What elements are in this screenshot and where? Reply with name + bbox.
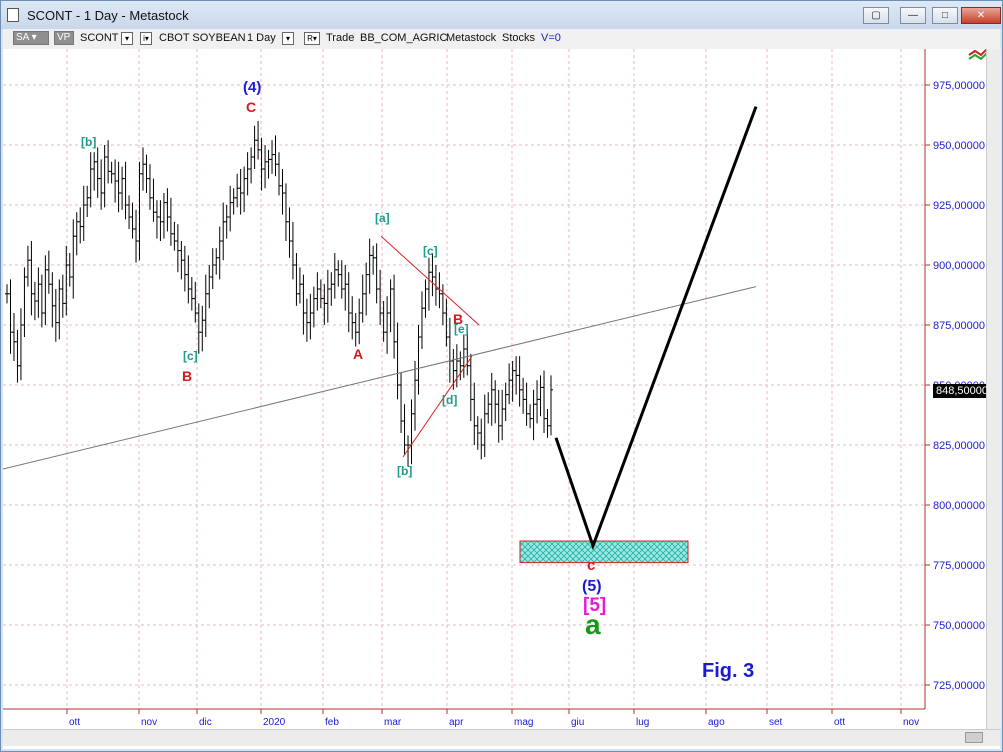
projection-path	[554, 106, 758, 551]
refresh-icon[interactable]: R▾	[304, 32, 320, 45]
figure-annotation: Fig. 3	[702, 660, 755, 682]
wave-label-c-red: c	[587, 557, 596, 574]
trend-icon-green	[968, 52, 986, 61]
target-zone	[519, 540, 689, 564]
x-tick-label: apr	[449, 717, 464, 728]
x-tick-label: set	[769, 717, 783, 728]
last-price-tag: 848,50000	[933, 384, 991, 398]
app-label: Metastock	[446, 32, 497, 44]
wave-label-b-red-2: B	[453, 311, 464, 327]
trade-label[interactable]: Trade	[326, 32, 355, 44]
type-label: Stocks	[502, 32, 536, 44]
x-tick-label: mag	[514, 717, 533, 728]
y-tick-label: 975,00000	[933, 80, 985, 92]
symbol-label: SCONT	[80, 32, 119, 44]
maximize-button[interactable]: □	[932, 7, 958, 24]
wave-label-b-small: [b]	[81, 135, 97, 149]
wave-label-e-small: [e]	[454, 322, 469, 336]
x-tick-label: dic	[199, 717, 212, 728]
title-bar[interactable]: SCONT - 1 Day - Metastock ▢ — □ ✕	[1, 1, 1002, 29]
wave-label-d-small: [d]	[442, 393, 458, 407]
wave-label-b-small-2: [b]	[397, 464, 413, 478]
sa-label: SA	[16, 32, 29, 43]
period-label: 1 Day	[247, 32, 276, 44]
minimize-button[interactable]: —	[900, 7, 926, 24]
x-tick-label: mar	[384, 717, 402, 728]
chart-toolbar: SA ▾ VP SCONT ▾ i▾ CBOT SOYBEAN 1 Day ▾ …	[3, 29, 1000, 49]
y-tick-label: 800,00000	[933, 500, 985, 512]
x-tick-label: nov	[141, 717, 157, 728]
volume-label: V=0	[541, 32, 561, 44]
y-tick-label: 875,00000	[933, 320, 985, 332]
x-tick-label: ott	[69, 717, 80, 728]
period-dropdown-icon[interactable]: ▾	[282, 32, 294, 45]
triangle-lower-line	[402, 355, 473, 458]
triangle-upper-line	[380, 235, 480, 326]
chart-area[interactable]: ott nov dic 2020 feb mar apr mag giu lug ago set ott…	[3, 49, 1001, 749]
close-button[interactable]: ✕	[961, 7, 1001, 24]
y-tick-label: 825,00000	[933, 440, 985, 452]
y-tick-label: 725,00000	[933, 680, 985, 692]
wave-label-c-small-2: [c]	[423, 244, 438, 258]
wave-label-c-top: C	[246, 99, 257, 115]
wave-label-b-red: B	[182, 368, 193, 384]
x-tick-label: giu	[571, 717, 584, 728]
trend-icon	[968, 49, 986, 57]
x-tick-label: ago	[708, 717, 725, 728]
wave-label-a-red: A	[353, 346, 364, 362]
sa-dropdown[interactable]: SA ▾	[13, 31, 49, 45]
scroll-thumb[interactable]	[965, 732, 983, 743]
price-chart[interactable]: ott nov dic 2020 feb mar apr mag giu lug ago set ott…	[3, 49, 986, 729]
wave-label-a-small: [a]	[375, 211, 390, 225]
y-tick-label: 950,00000	[933, 140, 985, 152]
wave-label-5-bracket: [5]	[583, 595, 607, 616]
vertical-scrollbar[interactable]	[986, 49, 1001, 729]
symbol-dropdown-icon[interactable]: ▾	[121, 32, 133, 45]
x-tick-label: 2020	[263, 717, 286, 728]
window-title: SCONT - 1 Day - Metastock	[27, 8, 189, 23]
restore-icon[interactable]: ▢	[863, 7, 889, 24]
info-icon[interactable]: i▾	[140, 32, 152, 45]
vp-button[interactable]: VP	[54, 31, 74, 45]
chart-document-icon	[7, 8, 19, 22]
horizontal-scrollbar[interactable]	[3, 729, 1000, 746]
x-tick-label: ott	[834, 717, 845, 728]
x-tick-label: nov	[903, 717, 919, 728]
data-source: BB_COM_AGRIC	[360, 32, 448, 44]
x-tick-label: lug	[636, 717, 649, 728]
x-tick-label: feb	[325, 717, 339, 728]
y-tick-label: 900,00000	[933, 260, 985, 272]
wave-label-5: (5)	[582, 578, 602, 595]
y-tick-label: 775,00000	[933, 560, 985, 572]
y-tick-label: 925,00000	[933, 200, 985, 212]
trendline	[3, 286, 757, 470]
y-tick-label: 750,00000	[933, 620, 985, 632]
wave-label-c-small: [c]	[183, 349, 198, 363]
security-name: CBOT SOYBEAN	[159, 32, 246, 44]
wave-label-4: (4)	[243, 79, 262, 96]
wave-label-a-green: a	[585, 609, 601, 640]
